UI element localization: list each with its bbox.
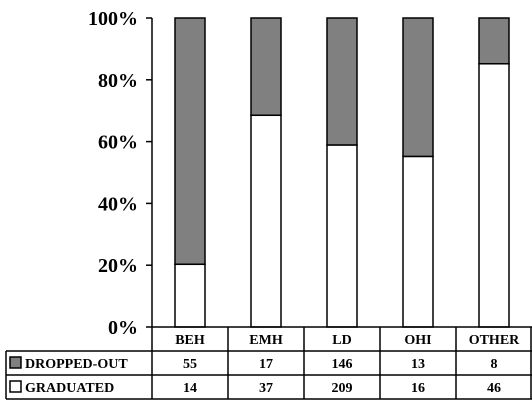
x-tick-label: OHI bbox=[404, 333, 431, 348]
x-tick-label: OTHER bbox=[469, 333, 520, 348]
y-axis: 0% 20% 40% 60% 80% 100% bbox=[88, 8, 153, 339]
legend-swatch-dropped-out bbox=[9, 356, 22, 369]
data-label: 14 bbox=[183, 381, 197, 396]
y-tick-label: 40% bbox=[98, 193, 138, 215]
y-tick-label: 100% bbox=[88, 8, 138, 30]
bars bbox=[174, 17, 510, 328]
bar-ohi-dropped-out bbox=[402, 17, 434, 158]
data-label: 209 bbox=[332, 381, 353, 396]
x-tick-label: EMH bbox=[249, 333, 283, 348]
y-tick-label: 0% bbox=[108, 317, 138, 339]
data-table: BEH EMH LD OHI OTHER DROPPED-OUT 55 17 146 13 8 GRA… bbox=[5, 326, 532, 400]
bar-emh-graduated bbox=[250, 114, 282, 328]
data-label: 8 bbox=[491, 357, 498, 372]
data-label: 46 bbox=[487, 381, 501, 396]
bar-emh-dropped-out bbox=[250, 17, 282, 117]
bar-other-graduated bbox=[478, 63, 510, 328]
data-label: 37 bbox=[259, 381, 273, 396]
bar-other-dropped-out bbox=[478, 17, 510, 65]
x-tick-label: LD bbox=[332, 333, 351, 348]
bar-ld-graduated bbox=[326, 144, 358, 328]
data-label: 16 bbox=[411, 381, 425, 396]
legend-label-dropped-out: DROPPED-OUT bbox=[25, 357, 128, 372]
data-label: 55 bbox=[183, 357, 197, 372]
bar-ld-dropped-out bbox=[326, 17, 358, 146]
y-tick-label: 80% bbox=[98, 70, 138, 92]
x-tick-label: BEH bbox=[175, 333, 205, 348]
data-label: 17 bbox=[259, 357, 273, 372]
legend-swatch-graduated bbox=[9, 380, 22, 393]
y-tick-label: 60% bbox=[98, 132, 138, 154]
data-label: 13 bbox=[411, 357, 425, 372]
bar-ohi-graduated bbox=[402, 155, 434, 328]
data-label: 146 bbox=[332, 357, 353, 372]
legend-label-graduated: GRADUATED bbox=[25, 381, 114, 396]
y-tick-label: 20% bbox=[98, 255, 138, 277]
bar-beh-graduated bbox=[174, 263, 206, 328]
bar-beh-dropped-out bbox=[174, 17, 206, 266]
